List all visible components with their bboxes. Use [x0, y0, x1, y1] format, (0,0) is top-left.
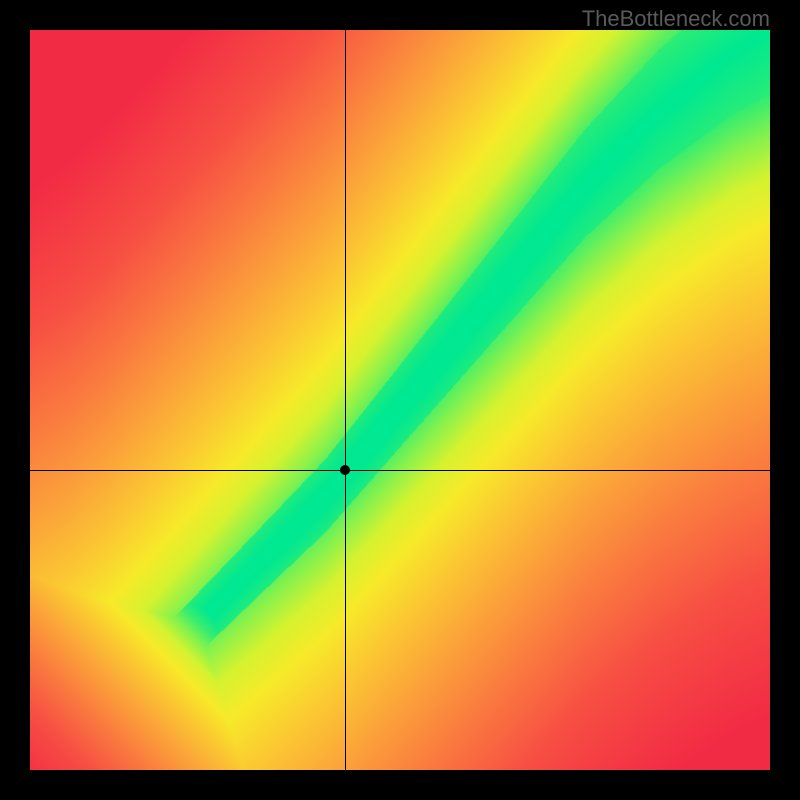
- crosshair-horizontal: [30, 470, 770, 471]
- watermark-text: TheBottleneck.com: [582, 6, 770, 32]
- heatmap-canvas: [30, 30, 770, 770]
- crosshair-vertical: [345, 30, 346, 770]
- crosshair-marker-dot: [340, 465, 350, 475]
- heatmap-plot: [30, 30, 770, 770]
